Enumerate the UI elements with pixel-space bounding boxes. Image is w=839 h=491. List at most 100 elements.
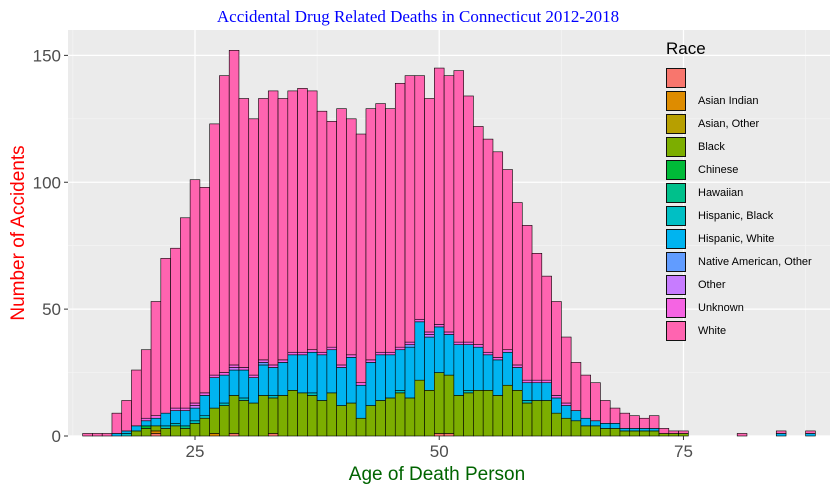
bar-segment-white (492, 151, 504, 358)
bar-segment-hispanic-black (121, 433, 132, 437)
bar-segment-hispanic-white (453, 344, 464, 396)
bar-segment-black (434, 372, 445, 434)
legend-item: Asian Indian (660, 89, 836, 112)
bar-segment-hispanic-white (424, 336, 435, 391)
bar-segment-white (160, 258, 171, 414)
bar-segment-unknown (394, 346, 406, 351)
bar-segment-hispanic-white (541, 382, 552, 401)
bar-segment-unknown (238, 367, 250, 371)
bar-segment-hispanic-white (570, 410, 582, 422)
bar-segment-white (619, 412, 631, 429)
bar-segment-na (434, 433, 445, 437)
bar-segment-hispanic-black (219, 402, 230, 406)
bar-segment-white (140, 349, 152, 419)
bar-segment-black (648, 430, 660, 437)
bar-segment-white (531, 253, 543, 381)
bar-segment-white (336, 108, 347, 366)
bar-segment-black (355, 417, 367, 437)
bar-segment-unknown (521, 379, 533, 384)
y-tick-label: 50 (42, 300, 61, 319)
legend-item (660, 66, 836, 89)
x-axis-title: Age of Death Person (349, 464, 525, 485)
bar-segment-unknown (551, 395, 562, 399)
bar-segment-hispanic-white (492, 359, 504, 396)
bar-segment-white (658, 428, 670, 434)
bar-segment-unknown (492, 357, 504, 361)
bar-segment-black (619, 430, 631, 437)
bars (82, 49, 816, 437)
bar-segment-black (463, 392, 474, 437)
bar-segment-hispanic-white (648, 428, 660, 432)
bar-segment-black (238, 400, 250, 437)
bar-segment-unknown (297, 351, 308, 356)
bar-segment-white (570, 362, 582, 411)
bar-segment-unknown (365, 359, 377, 363)
bar-segment-black (189, 423, 201, 437)
bar-segment-white (443, 75, 455, 333)
bar-segment-unknown (482, 351, 494, 356)
bar-segment-hispanic-white (521, 382, 533, 401)
bar-segment-hispanic-white (355, 384, 367, 419)
bar-segment-hispanic-white (297, 354, 308, 394)
bar-segment-na (228, 433, 240, 437)
legend-swatch (666, 274, 686, 295)
bar-segment-white (600, 400, 611, 424)
y-tick-label: 100 (33, 173, 61, 192)
bar-segment-unknown (424, 331, 435, 335)
bar-segment-white (131, 369, 142, 427)
bar-segment-black (580, 425, 591, 437)
bar-segment-white (590, 382, 601, 422)
bar-segment-white (541, 275, 552, 381)
legend-title: Race (666, 39, 706, 58)
bar-segment-black (473, 390, 484, 437)
bar-segment-white (648, 415, 660, 429)
bar-segment-black (170, 425, 181, 437)
bar-segment-black (668, 433, 679, 437)
bar-segment-hispanic-white (238, 369, 250, 399)
legend-item: White (660, 319, 836, 342)
bar-segment-unknown (228, 364, 240, 368)
bar-segment-hispanic-white (316, 354, 328, 401)
bar-segment-white (414, 75, 425, 320)
bar-segment-hispanic-white (561, 405, 572, 419)
bar-segment-black (131, 430, 142, 437)
y-tick-label: 150 (33, 46, 61, 65)
bar-segment-white (326, 121, 337, 348)
bar-segment-hispanic-black (521, 400, 533, 404)
bar-segment-hispanic-white (121, 430, 132, 434)
bar-segment-na (443, 433, 455, 437)
bar-segment-hispanic-white (209, 377, 220, 409)
bar-segment-white (463, 95, 474, 343)
bar-segment-black (443, 374, 455, 434)
legend-label: Unknown (698, 301, 744, 314)
bar-segment-white (228, 49, 240, 366)
bar-segment-white (561, 336, 572, 404)
legend-label: Chinese (698, 163, 739, 176)
bar-segment-unknown (531, 379, 543, 384)
bar-segment-hispanic-white (199, 395, 210, 416)
bar-segment-hispanic-white (180, 410, 191, 427)
bar-segment-hispanic-white (463, 344, 474, 391)
bar-segment-hispanic-white (609, 423, 621, 429)
bar-segment-black (336, 405, 347, 437)
bar-segment-black (199, 417, 210, 437)
bar-segment-unknown (463, 341, 474, 345)
legend-item: Hispanic, White (660, 227, 836, 250)
bar-segment-hispanic-white (404, 346, 416, 399)
bar-segment-unknown (326, 346, 337, 351)
bar-segment-black (326, 392, 337, 437)
bar-segment-hispanic-black (394, 390, 406, 394)
bar-segment-hispanic-white (277, 362, 289, 396)
bar-segment-hispanic-white (629, 428, 640, 432)
bar-segment-unknown (414, 318, 425, 323)
bar-segment-hispanic-white (512, 367, 523, 391)
bar-segment-white (580, 374, 591, 419)
bar-segment-hispanic-white (482, 354, 494, 391)
bar-segment-hispanic-white (805, 433, 816, 437)
bar-segment-unknown (443, 331, 455, 335)
bar-segment-white (307, 90, 318, 351)
bar-segment-black (307, 395, 318, 437)
bar-segment-unknown (473, 344, 484, 348)
bar-segment-white (82, 433, 93, 437)
bar-segment-white (424, 98, 435, 333)
